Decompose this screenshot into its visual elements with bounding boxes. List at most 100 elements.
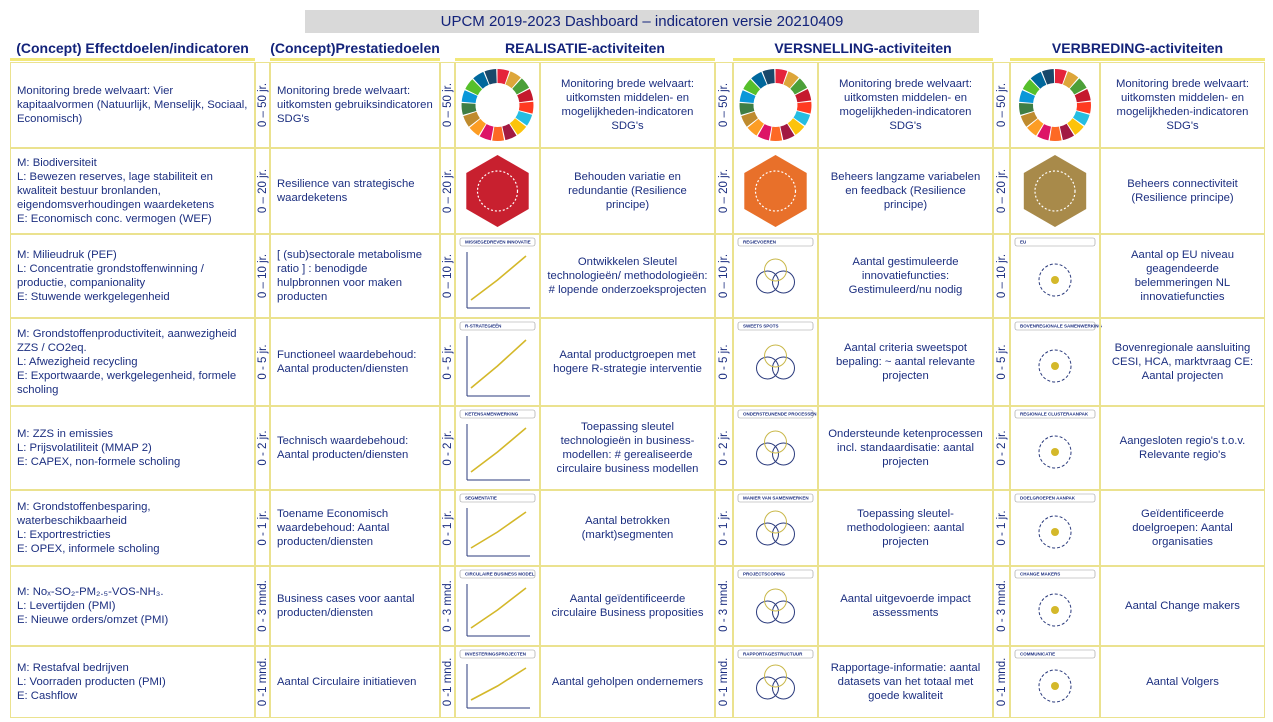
icon-shape	[1051, 606, 1059, 614]
timeframe-label: 0 – 20 jr.	[256, 168, 269, 214]
sdg-segment	[463, 111, 480, 127]
icon-label: MANIER VAN SAMENWERKEN	[743, 496, 809, 501]
effect-line: E: Economisch conc. vermogen (WEF)	[17, 213, 212, 225]
timeframe-label: 0 – 50 jr.	[256, 82, 269, 128]
sdg-segment	[1022, 79, 1040, 96]
activity-text: Ontwikkelen Sleutel technologieën/ metho…	[540, 234, 715, 318]
icon-shape	[1038, 515, 1072, 549]
timeframe: 0 – 20 jr.	[440, 148, 455, 234]
timeframe-label: 0 - 3 mnd.	[441, 580, 454, 632]
icon-shape	[1051, 682, 1059, 690]
icon-label-band	[1014, 237, 1096, 247]
sdg-segment	[505, 71, 521, 89]
sdg-segment	[484, 69, 497, 85]
icon-label: SEGMENTATIE	[465, 496, 497, 501]
activity-image-cell	[1010, 490, 1100, 566]
icon-shape	[1051, 528, 1059, 536]
sdg-segment	[1059, 123, 1074, 141]
activity-image-cell	[1010, 62, 1100, 148]
timeframe: 0 - 1 jr.	[255, 490, 270, 566]
activity-image-cell	[733, 406, 818, 490]
sdg-segment	[1019, 103, 1034, 115]
icon-shape	[470, 339, 527, 389]
sdg-segment	[1073, 111, 1090, 126]
activity-text: Beheers connectiviteit (Resilience princ…	[1100, 148, 1265, 234]
activity-text: Aantal Volgers	[1100, 646, 1265, 718]
timeframe-label: 0 - 1 jr.	[718, 510, 730, 546]
sdg-segment	[751, 71, 767, 89]
activity-image-cell	[1010, 234, 1100, 318]
activity-text: Aangesloten regio's t.o.v. Relevante reg…	[1100, 406, 1265, 490]
sdg-segment	[1042, 69, 1055, 85]
timeframe: 0 – 50 jr.	[715, 62, 733, 148]
timeframe-label: 0 -1 mnd.	[718, 657, 730, 707]
activity-text: Aantal geholpen ondernemers	[540, 646, 715, 718]
sdg-segment	[465, 79, 483, 96]
timeframe-label: 0 - 1 jr.	[441, 510, 454, 546]
icon-label-band	[737, 409, 814, 419]
timeframe: 0 - 1 jr.	[993, 490, 1010, 566]
activity-image-cell	[733, 318, 818, 406]
sdg-segment	[790, 78, 808, 95]
activity-text: Monitoring brede welvaart: uitkomsten mi…	[1100, 62, 1265, 148]
icon-shape	[470, 255, 527, 301]
timeframe: 0 - 5 jr.	[715, 318, 733, 406]
column-header: (Concept) Effectdoelen/indicatoren	[10, 40, 255, 61]
timeframe: 0 - 5 jr.	[255, 318, 270, 406]
sdg-segment	[479, 124, 494, 141]
timeframe: 0 – 50 jr.	[993, 62, 1010, 148]
timeframe-label: 0 - 5 jr.	[256, 344, 269, 380]
prestatie-cell: Monitoring brede welvaart: uitkomsten ge…	[270, 62, 440, 148]
icon-shape	[470, 667, 527, 701]
timeframe-label: 0 – 50 jr.	[718, 82, 730, 128]
icon-shape	[756, 270, 779, 294]
timeframe: 0 – 20 jr.	[993, 148, 1010, 234]
timeframe-label: 0 - 2 jr.	[441, 430, 454, 466]
icon-shape	[772, 356, 795, 380]
icon-label: REGIONALE CLUSTERAANPAK	[1020, 412, 1089, 417]
icon-shape	[772, 676, 795, 700]
icon-label-band	[1014, 649, 1096, 659]
icon-shape	[764, 344, 787, 368]
timeframe: 0 – 10 jr.	[255, 234, 270, 318]
timeframe: 0 – 10 jr.	[993, 234, 1010, 318]
sdg-segment	[787, 118, 805, 135]
icon-label: BOVENREGIONALE SAMENWERKING	[1020, 324, 1103, 329]
effect-line: L: Levertijden (PMI)	[17, 600, 116, 612]
timeframe: 0 – 50 jr.	[440, 62, 455, 148]
column-header: VERBREDING-activiteiten	[1010, 40, 1265, 61]
timeframe-label: 0 -1 mnd.	[441, 657, 454, 707]
timeframe: 0 - 1 jr.	[715, 490, 733, 566]
timeframe-label: 0 – 50 jr.	[441, 82, 454, 128]
icon-label-band	[459, 321, 536, 331]
sdg-segment	[1020, 111, 1038, 127]
activity-text: Aantal betrokken (markt)segmenten	[540, 490, 715, 566]
timeframe: 0 – 20 jr.	[715, 148, 733, 234]
timeframe: 0 – 10 jr.	[715, 234, 733, 318]
activity-text: Aantal gestimuleerde innovatiefuncties: …	[818, 234, 993, 318]
icon-shape	[1038, 669, 1072, 703]
timeframe-label: 0 - 2 jr.	[256, 430, 269, 466]
effect-cell: M: Restafval bedrijven L: Voorraden produ…	[10, 646, 255, 718]
icon-label-band	[459, 493, 536, 503]
icon-label-band	[1014, 493, 1096, 503]
sdg-segment	[1069, 78, 1087, 95]
icon-label-band	[737, 569, 814, 579]
effect-line: L: Bewezen reserves, lage stabiliteit en…	[17, 171, 215, 211]
effect-cell: M: Grondstoffenbesparing, waterbeschikba…	[10, 490, 255, 566]
sdg-segment	[1019, 90, 1035, 103]
timeframe-label: 0 -1 mnd.	[256, 657, 269, 707]
prestatie-cell: Functioneel waardebehoud: Aantal product…	[270, 318, 440, 406]
effect-line: E: OPEX, informele scholing	[17, 543, 160, 555]
icon-label: DOELGROEPEN AANPAK	[1020, 496, 1076, 501]
icon-label-band	[1014, 321, 1096, 331]
sdg-segment	[469, 118, 486, 136]
effect-line: E: Cashflow	[17, 690, 78, 702]
sdg-segment	[1062, 71, 1079, 89]
effect-cell: M: Biodiversiteit L: Bewezen reserves, la…	[10, 148, 255, 234]
activity-image-cell	[455, 406, 540, 490]
activity-image-cell	[455, 148, 540, 234]
icon-shape	[1038, 349, 1072, 383]
timeframe-label: 0 - 5 jr.	[995, 344, 1008, 380]
